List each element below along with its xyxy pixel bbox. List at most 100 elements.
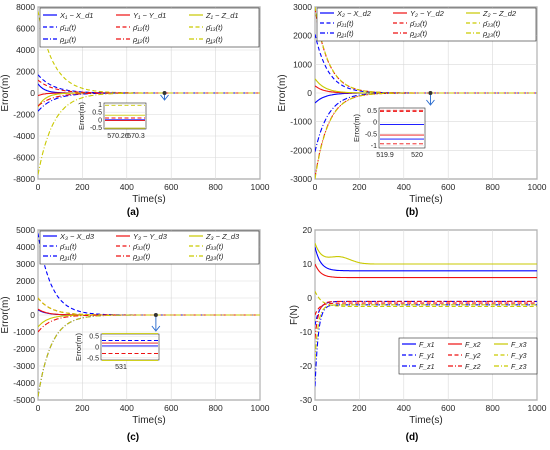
chart-panel-d: 0 200 400 600 800 1000 -30 -20 -10 0 10 20 Time(s) F(…	[289, 225, 547, 443]
x-tick-label: 200	[352, 403, 366, 413]
inset-x-tick-label: 531	[115, 364, 127, 371]
legend-label: ρ̄₃₁(t)	[59, 242, 77, 251]
y-axis-label: F(N)	[289, 305, 300, 325]
x-tick-label: 200	[352, 182, 366, 192]
panel-label: (a)	[127, 207, 139, 218]
x-tick-label: 0	[313, 182, 318, 192]
chart-panel-b: 0 200 400 600 800 1000 -3000 -2000 -1000 0 1000 200…	[277, 2, 547, 218]
legend-label: ρ̄₃₂(t)	[132, 242, 151, 251]
y-tick-label: -1000	[13, 327, 35, 337]
y-tick-label: -20	[300, 361, 313, 371]
x-axis-label: Time(s)	[409, 194, 443, 205]
x-axis-label: Time(s)	[409, 415, 443, 426]
legend-label: ρ̄₁₃(t)	[205, 23, 223, 32]
x-tick-label: 600	[164, 182, 178, 192]
y-tick-label: -4000	[13, 378, 35, 388]
y-tick-label: 0	[30, 88, 35, 98]
x-tick-label: 200	[75, 182, 89, 192]
x-tick-label: 800	[209, 182, 223, 192]
panel-label: (d)	[406, 432, 419, 443]
zoom-marker	[428, 91, 433, 95]
legend-label: F_z1	[419, 364, 435, 371]
series-line	[315, 242, 537, 265]
legend-box	[39, 230, 260, 265]
series-line	[315, 290, 537, 308]
zoom-arrow-head	[426, 99, 435, 106]
series-group	[38, 233, 260, 397]
y-tick-label: 0	[307, 88, 312, 98]
legend-label: F_z3	[511, 364, 527, 371]
legend-label: ρ̲₂₂(t)	[409, 29, 428, 38]
legend: F_x1 F_x2 F_x3 F_y1 F_y2 F_y3 F_z1 F_z2 F_z3	[398, 337, 538, 375]
inset-y-tick-label: 1	[98, 102, 102, 109]
zoom-arrow-head	[160, 94, 169, 101]
legend-label: ρ̄₁₂(t)	[132, 23, 150, 32]
x-tick-label: 800	[209, 403, 223, 413]
legend-label: ρ̲₁₂(t)	[132, 35, 150, 44]
y-tick-label: -1000	[290, 117, 312, 127]
y-tick-label: 4000	[16, 45, 35, 55]
series-line	[315, 92, 537, 179]
legend-label: ρ̄₂₃(t)	[482, 19, 501, 28]
x-tick-label: 600	[441, 403, 455, 413]
zoom-inset: 0.5 0 -0.5 531 Error(m)	[74, 313, 161, 371]
zoom-marker	[162, 91, 167, 95]
panel-label: (c)	[127, 432, 139, 443]
legend-label: F_y3	[511, 353, 527, 360]
y-tick-label: 20	[303, 225, 313, 235]
y-tick-label: 3000	[16, 259, 35, 269]
series-group	[315, 7, 537, 179]
series-line	[315, 300, 537, 339]
x-tick-label: 0	[313, 403, 318, 413]
legend-label: X₃ − X_d3	[59, 232, 95, 241]
legend-label: Z₃ − Z_d3	[205, 232, 240, 241]
legend-label: Y₃ − Y_d3	[133, 232, 168, 241]
series-line	[315, 302, 537, 316]
legend-label: Z₂ − Z_d2	[482, 9, 517, 18]
inset-y-axis-label: Error(m)	[74, 333, 83, 361]
inset-x-tick-label: 520	[411, 152, 423, 159]
series-line	[315, 304, 537, 360]
legend-box	[39, 7, 260, 48]
x-tick-label: 200	[75, 403, 89, 413]
y-tick-label: 0	[307, 293, 312, 303]
panel-label: (b)	[406, 207, 419, 218]
x-tick-label: 800	[486, 182, 500, 192]
x-tick-label: 1000	[251, 403, 270, 413]
legend-label: X₂ − X_d2	[336, 9, 372, 18]
x-tick-label: 400	[397, 403, 411, 413]
inset-y-tick-label: -0.5	[87, 355, 99, 362]
x-tick-label: 400	[120, 403, 134, 413]
chart-panel-a: 0 200 400 600 800 1000 -8000 -6000 -4000 -2000 0 20…	[0, 2, 270, 218]
legend-label: F_y2	[465, 353, 481, 360]
inset-y-axis-label: Error(m)	[352, 114, 361, 142]
y-tick-label: -3000	[290, 174, 312, 184]
x-tick-label: 0	[36, 403, 41, 413]
legend-label: Y₂ − Y_d2	[410, 9, 445, 18]
inset-x-tick-label: 519.9	[376, 152, 394, 159]
legend-label: ρ̲₁₁(t)	[59, 35, 77, 44]
inset-y-tick-label: 0.5	[367, 108, 377, 115]
y-tick-label: 2000	[16, 67, 35, 77]
legend-label: F_z2	[465, 364, 481, 371]
inset-x-tick-label: 570.3	[127, 133, 145, 140]
chart-panel-c: 0 200 400 600 800 1000 -5000 -4000 -3000 -2000 -10…	[0, 225, 270, 443]
y-tick-label: 2000	[16, 276, 35, 286]
zoom-arrow-head	[151, 325, 161, 332]
series-line	[38, 92, 260, 175]
legend-label: ρ̲₁₃(t)	[205, 35, 223, 44]
plot-area	[314, 229, 538, 401]
series-line	[38, 314, 260, 397]
legend-label: F_x1	[419, 342, 435, 349]
y-tick-label: 0	[30, 310, 35, 320]
y-tick-label: -5000	[13, 395, 35, 405]
y-tick-label: -2000	[13, 344, 35, 354]
inset-y-tick-label: 0	[98, 117, 102, 124]
x-tick-label: 400	[397, 182, 411, 192]
legend-label: X₁ − X_d1	[59, 11, 93, 20]
legend-box	[316, 7, 537, 42]
y-tick-label: 3000	[293, 2, 312, 12]
y-tick-label: 1000	[293, 59, 312, 69]
inset-plot-area	[103, 102, 147, 130]
y-tick-label: 8000	[16, 2, 35, 12]
